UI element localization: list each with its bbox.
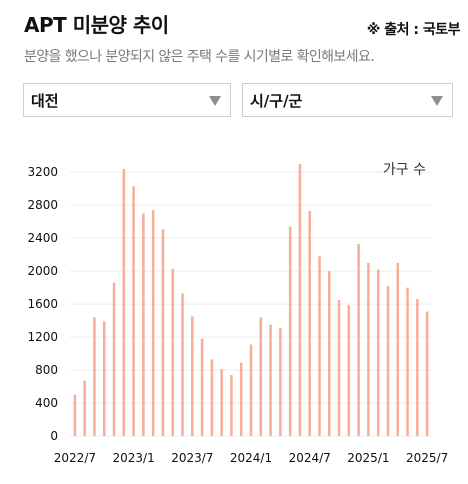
bar <box>298 164 302 436</box>
bar <box>337 300 341 436</box>
bar <box>122 168 126 437</box>
page-title: APT 미분양 추이 <box>24 13 169 37</box>
bar <box>151 210 155 436</box>
bar <box>102 321 106 436</box>
y-tick-label: 1200 <box>27 330 58 344</box>
bar <box>210 359 214 436</box>
source-note: ※ 출처 : 국토부 <box>366 22 461 38</box>
bar <box>73 394 77 436</box>
y-tick-label: 2800 <box>27 198 58 212</box>
bar <box>269 324 272 436</box>
bar <box>367 262 370 436</box>
bar <box>171 268 174 436</box>
bar <box>406 287 409 436</box>
bar <box>425 311 429 436</box>
bar <box>308 210 311 436</box>
y-tick-label: 800 <box>35 363 58 377</box>
y-axis: 0 400 800 1200 1600 2000 2400 2800 3200 <box>27 165 58 443</box>
unit-label: 가구 수 <box>383 162 426 178</box>
bar <box>328 271 331 436</box>
bar <box>416 299 419 436</box>
x-axis: 2022/7 2023/1 2023/7 2024/1 2024/7 2025/1 2025… <box>54 451 448 465</box>
district-select[interactable]: 시/구/군 <box>242 83 453 117</box>
chevron-down-icon <box>431 96 443 106</box>
x-tick-label: 2022/7 <box>54 451 96 465</box>
chevron-down-icon <box>209 96 221 106</box>
region-select[interactable]: 대전 <box>23 83 231 117</box>
chart-grid <box>70 171 432 437</box>
bar <box>220 369 223 436</box>
bar <box>181 293 184 436</box>
bar <box>132 186 135 436</box>
bar <box>200 338 204 436</box>
page-subtitle: 분양을 했으나 분양되지 않은 주택 수를 시기별로 확인해보세요. <box>24 49 375 65</box>
x-tick-label: 2024/7 <box>289 451 331 465</box>
bar <box>112 282 116 436</box>
bar <box>288 226 292 436</box>
bar <box>249 344 253 436</box>
bar <box>83 380 86 436</box>
bar <box>93 317 96 436</box>
y-tick-label: 3200 <box>27 165 58 179</box>
bar <box>161 229 165 436</box>
x-tick-label: 2025/7 <box>406 451 448 465</box>
x-tick-label: 2023/1 <box>112 451 154 465</box>
bar <box>396 262 400 436</box>
x-tick-label: 2023/7 <box>171 451 213 465</box>
bar <box>386 285 390 436</box>
y-tick-label: 2400 <box>27 231 58 245</box>
bar <box>191 316 194 436</box>
y-tick-label: 2000 <box>27 264 58 278</box>
x-tick-label: 2025/1 <box>347 451 389 465</box>
bar <box>347 304 351 436</box>
bar <box>259 317 263 436</box>
bar <box>318 256 321 436</box>
region-select-value: 대전 <box>31 92 59 110</box>
bar <box>279 328 282 436</box>
chart-bars <box>73 164 429 437</box>
y-tick-label: 1600 <box>27 297 58 311</box>
bar <box>142 213 145 436</box>
y-tick-label: 400 <box>35 396 58 410</box>
y-tick-label: 0 <box>50 429 58 443</box>
district-select-value: 시/구/군 <box>250 92 303 110</box>
bar <box>357 243 360 436</box>
x-tick-label: 2024/1 <box>230 451 272 465</box>
bar <box>230 375 233 436</box>
bar <box>376 269 380 436</box>
bar <box>239 362 243 436</box>
